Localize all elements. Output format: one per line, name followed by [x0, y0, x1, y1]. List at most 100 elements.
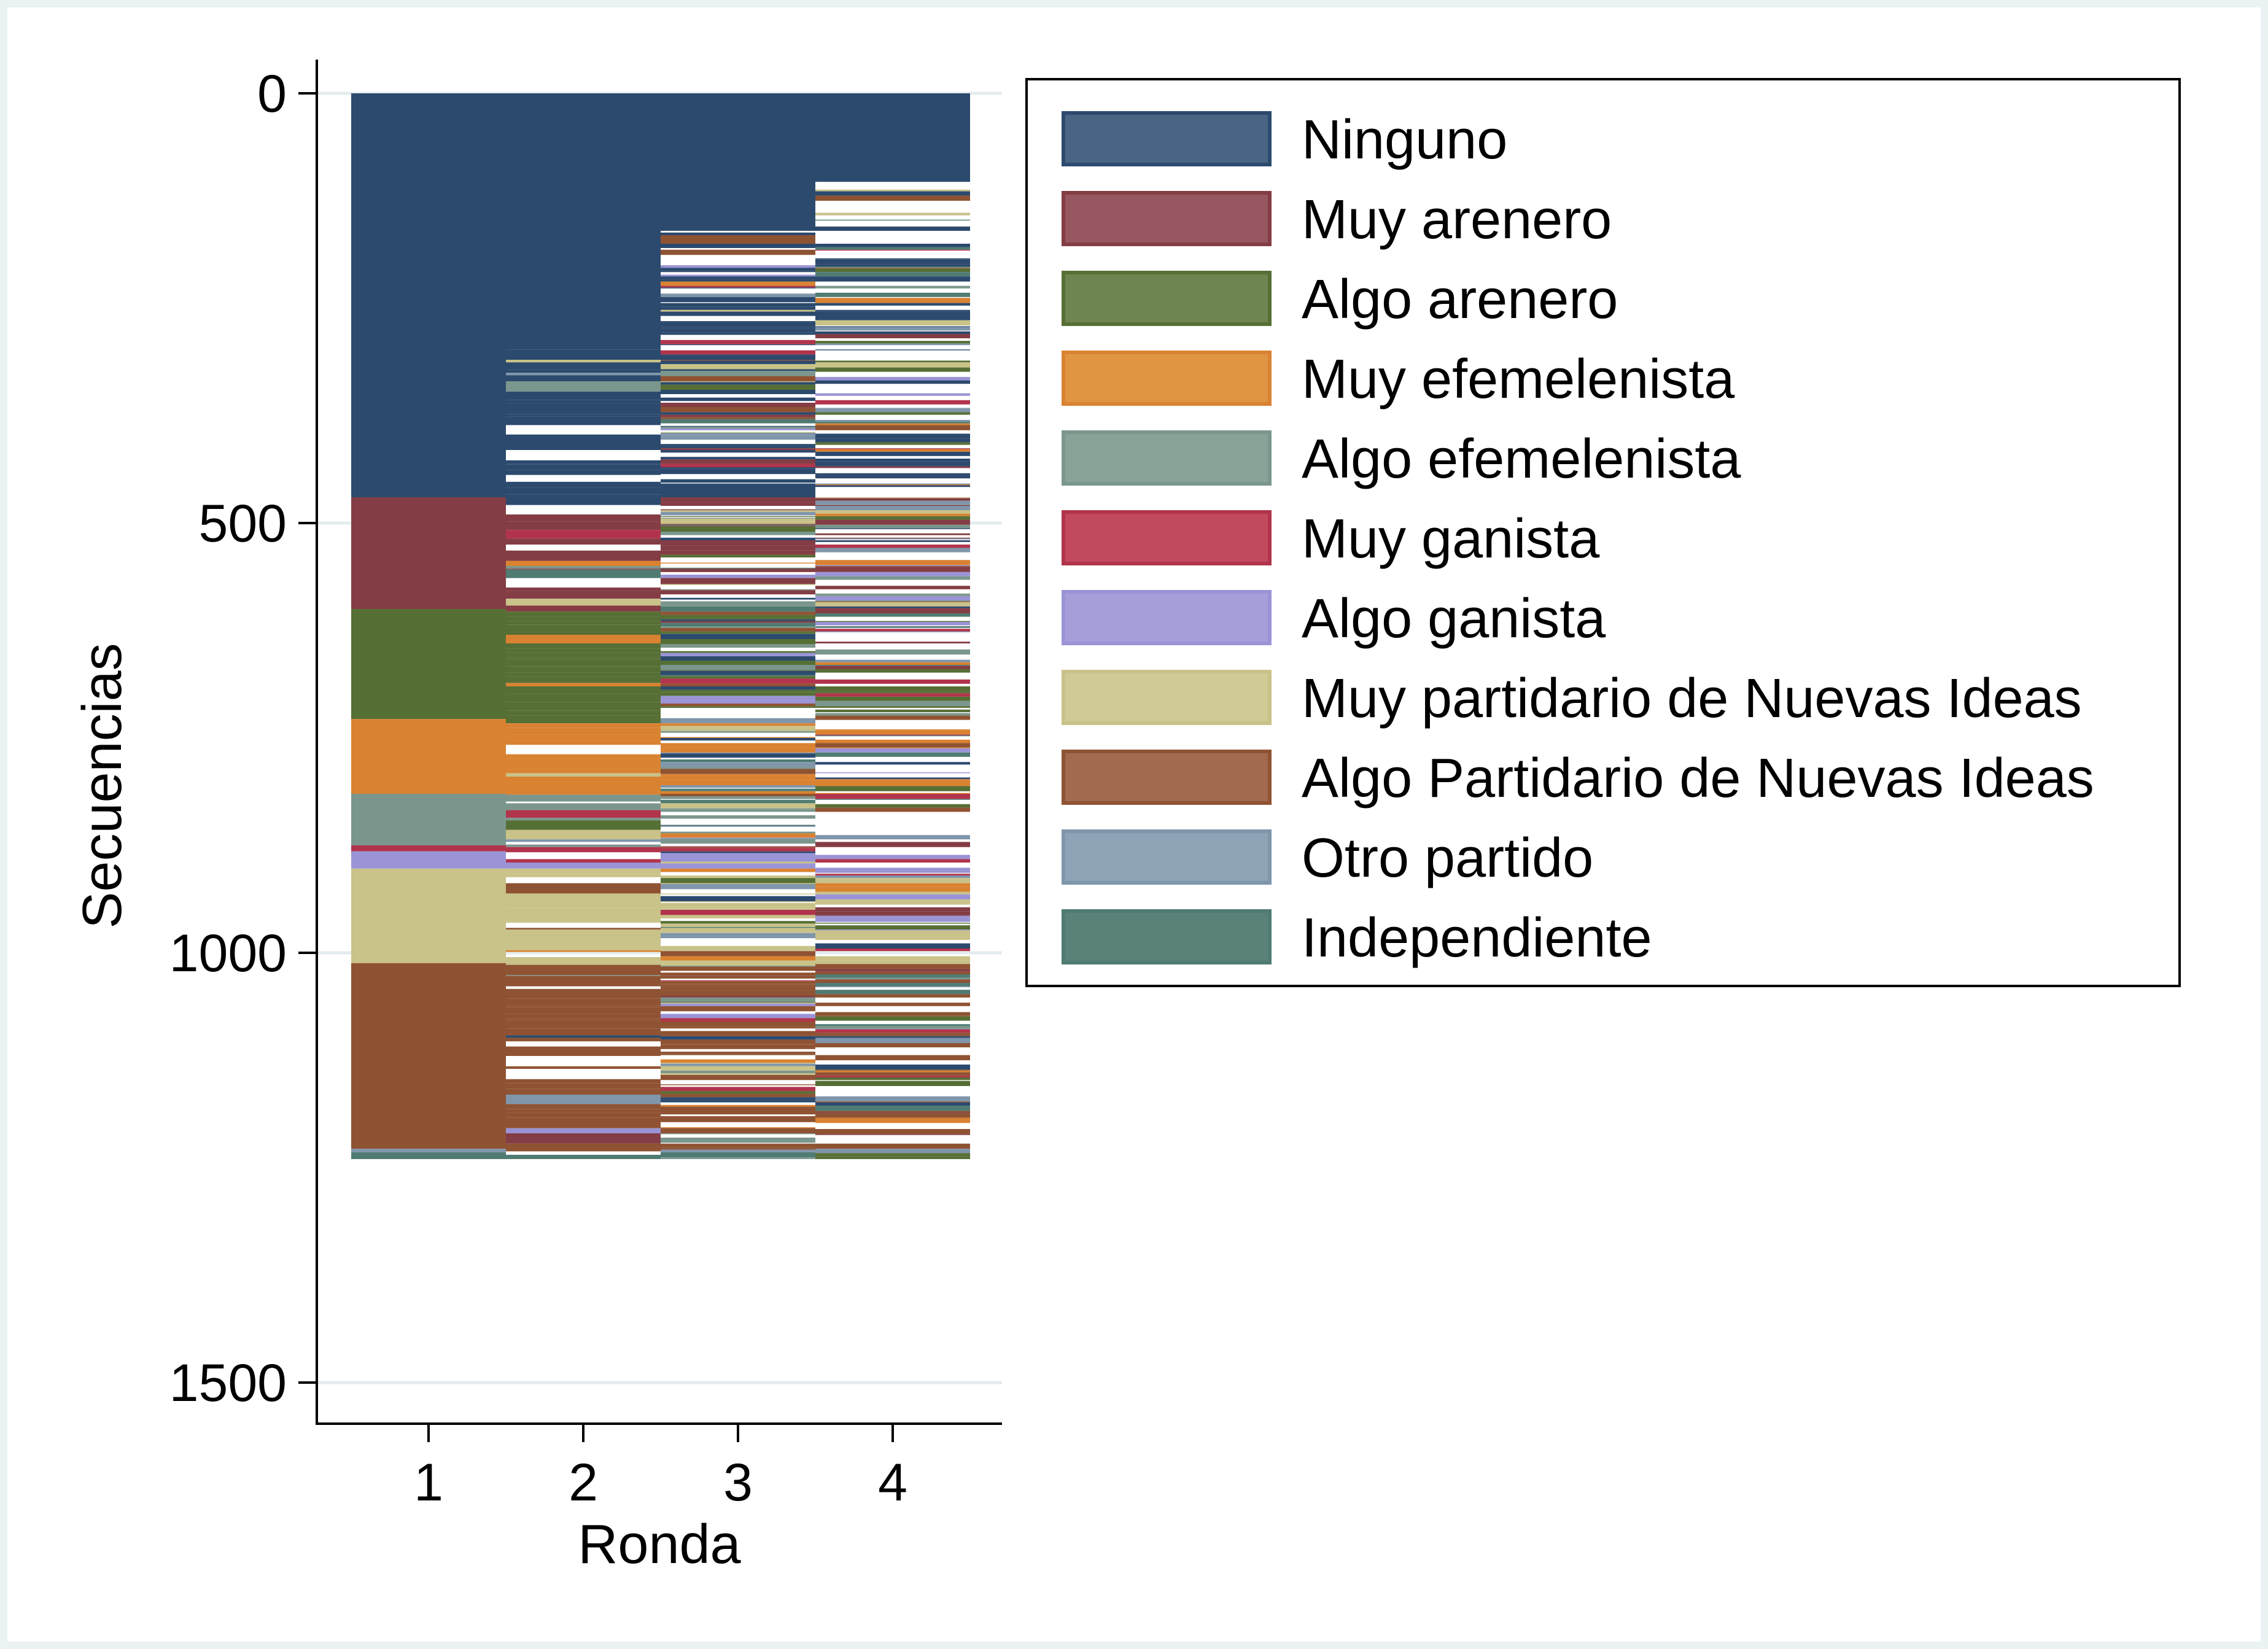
bar-ronda-3	[661, 623, 815, 626]
bar-ronda-3	[661, 322, 815, 327]
bar-ronda-3	[661, 1147, 815, 1150]
bar-ronda-2	[506, 624, 661, 635]
y-tick-label: 1000	[169, 924, 287, 983]
bar-ronda-3	[661, 633, 815, 634]
bar-ronda-2	[506, 550, 661, 561]
bar-ronda-3	[661, 444, 815, 447]
legend-label: Muy ganista	[1302, 508, 1600, 570]
bar-ronda-4	[815, 377, 970, 381]
bar-ronda-4	[815, 1033, 970, 1036]
bar-ronda-4	[815, 367, 970, 372]
bar-ronda-3	[661, 1003, 815, 1006]
bar-ronda-3	[661, 902, 815, 909]
bar-ronda-4	[815, 894, 970, 900]
bar-ronda-3	[661, 848, 815, 852]
bar-ronda-4	[815, 247, 970, 250]
bar-ronda-1-otro-partido	[351, 1149, 506, 1152]
bar-ronda-4	[815, 449, 970, 452]
bar-ronda-3	[661, 1039, 815, 1044]
bar-ronda-4	[815, 907, 970, 912]
bar-ronda-1-algo-ganista	[351, 851, 506, 869]
bar-ronda-2	[506, 611, 661, 617]
bar-ronda-2	[506, 360, 661, 363]
bar-ronda-2	[506, 653, 661, 658]
bar-ronda-3	[661, 468, 815, 475]
axes	[316, 60, 1002, 1425]
bar-ronda-3	[661, 414, 815, 417]
bar-ronda-4	[815, 1117, 970, 1123]
bar-ronda-3	[661, 1036, 815, 1040]
bar-ronda-3	[661, 578, 815, 583]
legend-label: Ninguno	[1302, 109, 1507, 171]
bar-ronda-4	[815, 485, 970, 487]
bar-ronda-4	[815, 1012, 970, 1016]
bar-ronda-4	[815, 191, 970, 196]
bar-ronda-4	[815, 303, 970, 306]
bar-ronda-2	[506, 1133, 661, 1144]
bar-ronda-3	[661, 1070, 815, 1073]
bar-ronda-3	[661, 893, 815, 894]
bar-ronda-3-ninguno	[661, 93, 815, 231]
bar-ronda-2	[506, 957, 661, 965]
bar-ronda-2	[506, 460, 661, 464]
bar-ronda-3	[661, 811, 815, 812]
bar-ronda-2	[506, 446, 661, 450]
bar-ronda-2	[506, 1083, 661, 1089]
bar-ronda-2	[506, 893, 661, 896]
bar-ronda-4	[815, 691, 970, 694]
bar-ronda-4	[815, 448, 970, 449]
bar-ronda-4	[815, 334, 970, 338]
bar-ronda-4	[815, 735, 970, 737]
bar-ronda-3	[661, 287, 815, 289]
bar-ronda-3	[661, 1001, 815, 1003]
bar-ronda-4	[815, 451, 970, 456]
x-axis-title: Ronda	[578, 1514, 741, 1575]
bar-ronda-4	[815, 459, 970, 462]
bar-ronda-4	[815, 331, 970, 334]
bar-ronda-3	[661, 747, 815, 753]
bar-ronda-4	[815, 362, 970, 368]
bar-ronda-4	[815, 576, 970, 580]
bar-ronda-3	[661, 239, 815, 244]
bar-ronda-4	[815, 1077, 970, 1081]
bar-ronda-4	[815, 1101, 970, 1103]
bar-ronda-4	[815, 528, 970, 529]
legend-swatch	[1062, 271, 1272, 326]
bar-ronda-2	[506, 785, 661, 795]
bar-ronda-2	[506, 494, 661, 505]
chart-panel: 0 500 1000 1500 1 2 3 4 Ronda Secuencias Ningu…	[7, 7, 2261, 1642]
bar-ronda-4	[815, 264, 970, 267]
bar-ronda-4	[815, 572, 970, 576]
bar-ronda-4	[815, 742, 970, 743]
bar-ronda-3	[661, 510, 815, 512]
bar-ronda-3	[661, 896, 815, 901]
bar-ronda-2	[506, 434, 661, 441]
bar-ronda-2	[506, 635, 661, 643]
bar-ronda-3	[661, 901, 815, 902]
bar-ronda-3	[661, 268, 815, 271]
bar-ronda-4	[815, 747, 970, 748]
bar-ronda-3	[661, 1022, 815, 1027]
bar-ronda-4	[815, 729, 970, 731]
bar-ronda-3	[661, 459, 815, 464]
bar-ronda-4	[815, 1106, 970, 1111]
bar-ronda-4-ninguno	[815, 93, 970, 179]
bar-ronda-4	[815, 911, 970, 915]
bar-ronda-4	[815, 917, 970, 922]
bar-ronda-2	[506, 976, 661, 987]
bar-ronda-2	[506, 343, 661, 350]
bar-ronda-4	[815, 979, 970, 983]
bar-ronda-4	[815, 567, 970, 572]
bar-ronda-4	[815, 642, 970, 643]
bar-ronda-4	[815, 1111, 970, 1112]
bar-ronda-4	[815, 1149, 970, 1154]
bar-ronda-2	[506, 1128, 661, 1133]
bar-ronda-2	[506, 710, 661, 716]
bar-ronda-3	[661, 960, 815, 966]
bar-ronda-3	[661, 328, 815, 333]
bar-ronda-4	[815, 320, 970, 325]
bar-ronda-4	[815, 994, 970, 998]
bar-ronda-3	[661, 753, 815, 758]
legend-label: Muy partidario de Nuevas Ideas	[1302, 668, 2082, 729]
x-tick-label: 1	[414, 1453, 443, 1512]
